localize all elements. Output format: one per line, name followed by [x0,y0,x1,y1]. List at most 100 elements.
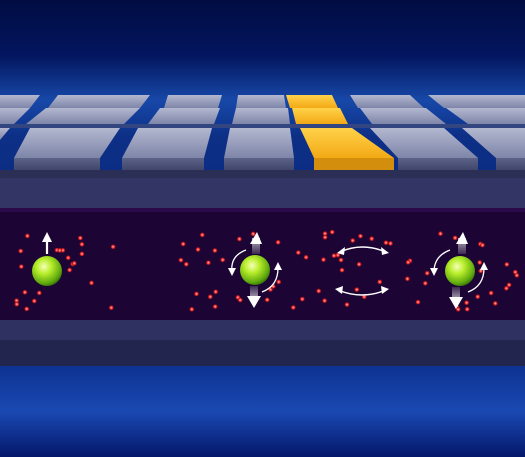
electron-dot [303,254,309,260]
electron-dot [322,234,328,240]
electron-dot [383,240,389,246]
electron-dot [199,232,205,238]
exchange-arrow-top [337,246,389,255]
electron-dot [452,235,458,241]
electron-dot [14,298,19,303]
exchange-arrow-bottom [335,286,389,296]
electron-dot [18,248,24,254]
electron-dot [506,282,512,288]
electron-dot [89,280,94,286]
electron-dot [212,248,218,253]
electron-dot [492,301,498,306]
electron-dot [504,262,510,267]
electron-dot [299,296,305,302]
electron-dot [331,253,337,259]
electron-dot [212,304,218,309]
electron-dot [424,270,430,276]
electron-dot [358,233,363,239]
electron-dot [189,306,195,312]
electron-dot [290,305,296,310]
electron-middle [228,232,282,308]
electron-dot [512,269,518,275]
electron-dot [178,257,184,263]
electron-dot [504,285,509,291]
electron-dot [237,297,243,303]
electron-dot [207,294,213,300]
electron-dot [350,238,356,243]
electron-dot [369,236,375,242]
spin-down-arrow-icon [247,296,261,308]
spin-up-arrow-icon [42,232,52,242]
electron-dot [14,301,20,307]
electron-dot [464,306,470,312]
electron-dot [180,241,186,247]
electron-dot [195,247,201,252]
electron-dot [220,257,226,263]
electron-dot [438,231,443,237]
electron-dot [275,239,281,245]
electron-dot [329,229,335,235]
electron-dot [475,294,481,300]
electron-dot [388,241,393,246]
electron-dot [25,233,30,239]
electron-dot [316,288,322,294]
electron-dot [57,248,63,253]
electron-dot [18,264,24,269]
electron-sea-dots [14,229,520,312]
electron-dot [36,290,42,296]
gate-row-back [0,95,525,108]
electron-dot [65,255,71,261]
electron-dot [464,300,469,306]
electron-dot [480,242,485,248]
gate-row-front [0,128,525,170]
electron-dot [322,231,328,237]
electron-dot [415,299,421,305]
electron-dot [377,279,383,285]
active-gate-electrode [300,128,394,158]
electron-dot [79,251,85,257]
electron-dot [422,280,428,286]
electron-dot [344,302,350,307]
electron-dot [405,259,411,265]
substrate-top-layer [0,170,525,178]
electron-dot [77,235,83,241]
electron-dot [24,306,30,312]
gate-row-middle [0,108,525,128]
spin-up-arrow-icon [250,232,262,244]
electron-dot [67,267,72,273]
spin-down-arrow-icon [449,297,463,309]
electron-dot [108,305,114,311]
electron-dot [79,241,85,247]
electron-dot [356,261,362,267]
electron-right [430,232,488,309]
electron-dot [339,267,345,273]
electron-dot [488,290,494,296]
substrate-oxide-layer [0,178,525,208]
electron-dot [183,261,189,267]
spin-up-arrow-icon [456,232,468,244]
electron-dot [22,289,28,295]
electron-dot [321,257,326,263]
electron-dot [194,291,199,297]
electron-dot [237,236,242,242]
electron-dot [338,257,344,263]
substrate-lower-layer [0,320,525,340]
electron-dot [71,260,77,266]
electron-dot [335,252,341,258]
electron-dot [354,287,360,292]
substrate-base [0,366,525,457]
electron-dot [264,297,270,303]
electron-dot [322,298,327,304]
electron-dot [477,260,483,265]
electron-dot [405,276,410,282]
electron-dot [295,250,301,256]
electron-dot [455,306,461,312]
electron-dot [213,289,219,295]
electron-dot [250,231,256,237]
electron-dot [206,260,211,266]
electron-dot [31,298,37,304]
electron-dot [110,244,116,250]
electron-dot [276,279,282,285]
electron-left [32,232,62,286]
